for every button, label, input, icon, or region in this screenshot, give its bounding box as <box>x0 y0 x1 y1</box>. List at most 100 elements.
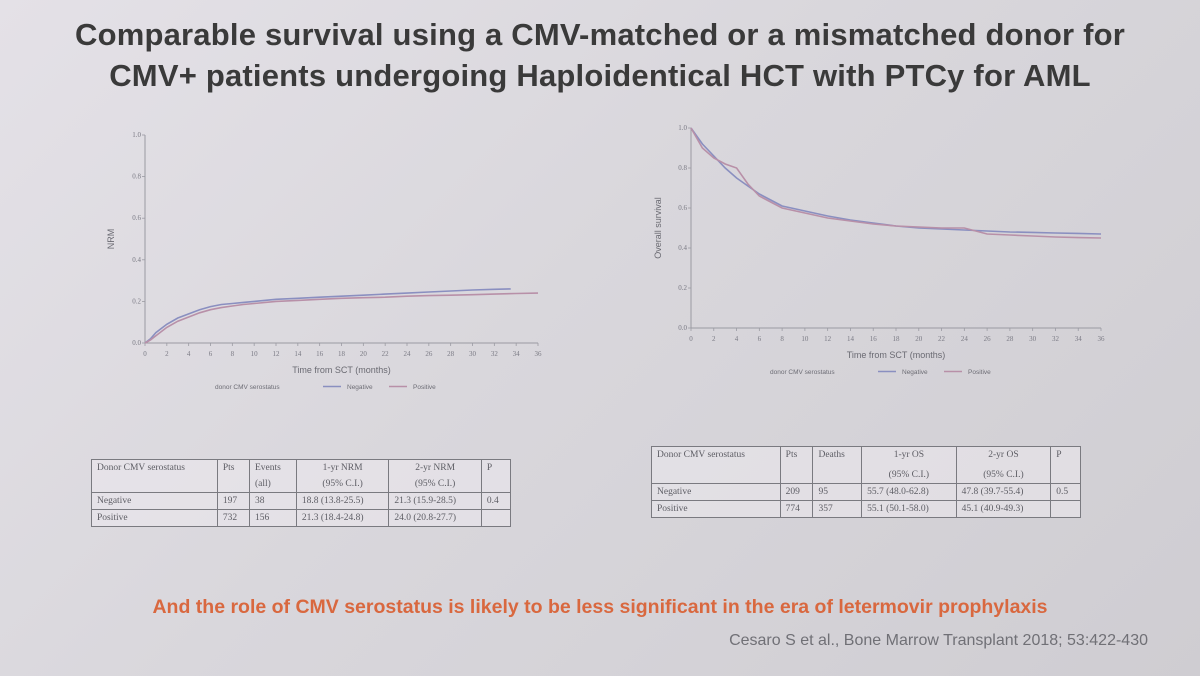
x-tick-label: 18 <box>893 335 901 343</box>
series-line-positive <box>144 292 539 344</box>
x-tick-label: 22 <box>938 335 946 343</box>
x-tick-label: 30 <box>1029 335 1037 343</box>
table-cell: 21.3 (18.4-24.8) <box>295 509 390 527</box>
x-tick-label: 6 <box>209 350 213 358</box>
table-cell: 0.4 <box>480 492 512 510</box>
y-tick-label: 0.8 <box>132 173 141 181</box>
x-tick-label: 24 <box>404 350 412 358</box>
slide-footnote: And the role of CMV serostatus is likely… <box>152 596 1048 618</box>
x-tick-label: 36 <box>1098 335 1106 343</box>
table-cell: 197 <box>216 492 250 510</box>
legend-entry-positive: Positive <box>968 369 991 376</box>
table-cell: 38 <box>248 492 297 510</box>
table-cell: 45.1 (40.9-49.3) <box>955 500 1052 518</box>
table-header-cell: P <box>1050 446 1081 484</box>
table-cell: 732 <box>216 509 250 527</box>
table-cell: 47.8 (39.7-55.4) <box>955 483 1052 501</box>
table-header-cell: Pts <box>216 459 250 493</box>
x-tick-label: 28 <box>1006 335 1014 343</box>
x-tick-label: 34 <box>1075 335 1083 343</box>
table-cell: 55.1 (50.1-58.0) <box>861 500 957 518</box>
x-tick-label: 4 <box>187 350 191 358</box>
table-header-cell: Deaths <box>812 446 863 484</box>
x-tick-label: 28 <box>447 350 455 358</box>
x-tick-label: 2 <box>712 335 716 343</box>
x-tick-label: 34 <box>513 350 521 358</box>
table-cell: 209 <box>779 483 814 501</box>
slide-title-line2: CMV+ patients undergoing Haploidentical … <box>109 58 1091 93</box>
legend-entry-negative: Negative <box>902 369 928 376</box>
x-tick-label: 0 <box>689 335 693 343</box>
table-cell <box>480 509 512 527</box>
x-tick-label: 8 <box>231 350 235 358</box>
table-cell: 24.0 (20.8-27.7) <box>388 509 482 527</box>
y-tick-label: 0.0 <box>678 324 687 332</box>
x-tick-label: 8 <box>780 335 784 343</box>
os-chart: 0 2 4 6 8 10 12 14 16 18 20 22 24 26 28 30 32 34 360.00.20… <box>653 124 1106 376</box>
table-cell <box>1050 500 1081 518</box>
table-cell: Negative <box>651 483 781 501</box>
x-tick-label: 6 <box>758 335 762 343</box>
table-header-text: Events <box>254 463 281 473</box>
y-tick-label: 0.6 <box>132 214 141 222</box>
table-cell: Positive <box>91 509 218 527</box>
table-header-row: Donor CMV serostatus Pts Deaths 1-yr OS (… <box>651 446 1081 484</box>
table-cell: 55.7 (48.0-62.8) <box>861 483 957 501</box>
x-tick-label: 32 <box>1052 335 1060 343</box>
y-axis-title: NRM <box>106 229 116 250</box>
y-tick-label: 1.0 <box>678 124 687 132</box>
table-header-subtext: (all) <box>254 479 271 489</box>
table-cell: 357 <box>812 500 863 518</box>
table-header-cell: 1-yr OS (95% C.I.) <box>861 446 957 484</box>
x-tick-label: 26 <box>425 350 433 358</box>
table-header-cell: 2-yr OS (95% C.I.) <box>955 446 1052 484</box>
table-row: Positive 732 156 21.3 (18.4-24.8) 24.0 (… <box>91 509 512 527</box>
x-tick-label: 30 <box>469 350 477 358</box>
table-header-cell: 1-yr NRM (95% C.I.) <box>295 459 390 493</box>
table-header-cell: Pts <box>779 446 814 484</box>
table-cell: 774 <box>779 500 814 518</box>
table-header-row: Donor CMV serostatus Pts Events (all) 1-y… <box>91 459 512 493</box>
legend-entry-positive: Positive <box>413 384 436 391</box>
table-cell: 95 <box>812 483 863 501</box>
legend-title: donor CMV serostatus <box>770 369 835 376</box>
slide-citation: Cesaro S et al., Bone Marrow Transplant … <box>729 632 1148 649</box>
x-tick-label: 26 <box>984 335 992 343</box>
x-tick-label: 20 <box>915 335 923 343</box>
table-row: Negative 197 38 18.8 (13.8-25.5) 21.3 (1… <box>91 492 512 510</box>
x-tick-label: 12 <box>273 350 281 358</box>
x-tick-label: 10 <box>251 350 259 358</box>
x-tick-label: 10 <box>801 335 809 343</box>
table-header-cell: 2-yr NRM (95% C.I.) <box>388 459 482 493</box>
series-line-negative <box>144 288 511 344</box>
y-tick-label: 0.2 <box>678 284 687 292</box>
table-cell: Negative <box>91 492 218 510</box>
nrm-chart: 0 2 4 6 8 10 12 14 16 18 20 22 24 26 28 30 32 34 360.00.20… <box>106 131 543 391</box>
table-cell: 21.3 (15.9-28.5) <box>388 492 482 510</box>
table-header-subtext: (95% C.I.) <box>414 479 456 489</box>
legend-entry-negative: Negative <box>347 384 373 391</box>
y-tick-label: 0.6 <box>678 204 687 212</box>
os-table: Donor CMV serostatus Pts Deaths 1-yr OS (… <box>651 446 1081 518</box>
y-tick-label: 0.8 <box>678 164 687 172</box>
x-tick-label: 36 <box>535 350 543 358</box>
table-cell: 156 <box>248 509 297 527</box>
table-cell: 0.5 <box>1050 483 1081 501</box>
table-header-subtext: (95% C.I.) <box>888 470 930 480</box>
series-line-negative <box>690 127 1102 235</box>
y-tick-label: 1.0 <box>132 131 141 139</box>
y-tick-label: 0.0 <box>132 339 141 347</box>
x-tick-label: 12 <box>824 335 832 343</box>
x-tick-label: 4 <box>735 335 739 343</box>
y-tick-label: 0.4 <box>132 256 141 264</box>
series-line-positive <box>690 127 1102 239</box>
slide-title: Comparable survival using a CMV-matched … <box>0 14 1200 96</box>
legend-title: donor CMV serostatus <box>215 384 280 391</box>
x-tick-label: 24 <box>961 335 969 343</box>
table-header-cell: P <box>480 459 512 493</box>
table-header-text: 1-yr OS <box>893 450 925 460</box>
x-tick-label: 20 <box>360 350 368 358</box>
table-cell: 18.8 (13.8-25.5) <box>295 492 390 510</box>
y-tick-label: 0.4 <box>678 244 687 252</box>
table-cell: Positive <box>651 500 781 518</box>
